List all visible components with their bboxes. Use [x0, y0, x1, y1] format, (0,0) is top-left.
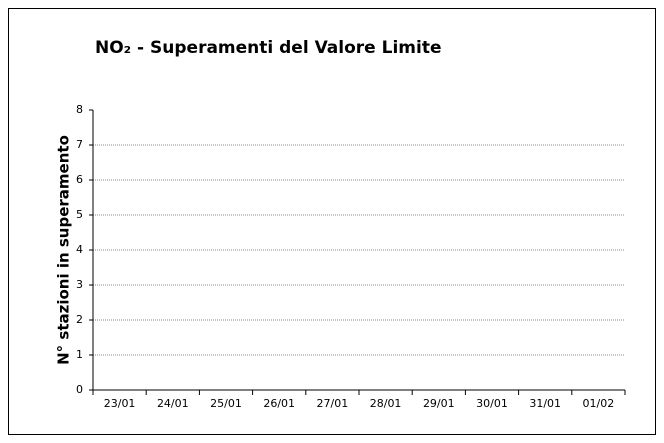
x-tick-label: 01/02	[583, 397, 615, 410]
x-tick-label: 24/01	[157, 397, 189, 410]
y-tick-label: 3	[76, 278, 83, 291]
x-tick-label: 29/01	[423, 397, 455, 410]
y-tick-label: 7	[76, 138, 83, 151]
y-axis-label: N° stazioni in superamento	[55, 135, 73, 365]
y-tick-label: 0	[76, 383, 83, 396]
x-tick-label: 31/01	[529, 397, 561, 410]
y-tick-label: 8	[76, 103, 83, 116]
y-tick-label: 5	[76, 208, 83, 221]
x-tick-label: 27/01	[317, 397, 349, 410]
chart-frame	[8, 8, 656, 435]
x-tick-label: 26/01	[263, 397, 295, 410]
x-tick-label: 28/01	[370, 397, 402, 410]
x-tick-label: 23/01	[104, 397, 136, 410]
x-tick-label: 30/01	[476, 397, 508, 410]
y-tick-label: 6	[76, 173, 83, 186]
y-tick-label: 4	[76, 243, 83, 256]
x-tick-label: 25/01	[210, 397, 242, 410]
y-tick-label: 1	[76, 348, 83, 361]
y-tick-label: 2	[76, 313, 83, 326]
chart-title: NO₂ - Superamenti del Valore Limite	[95, 38, 441, 58]
